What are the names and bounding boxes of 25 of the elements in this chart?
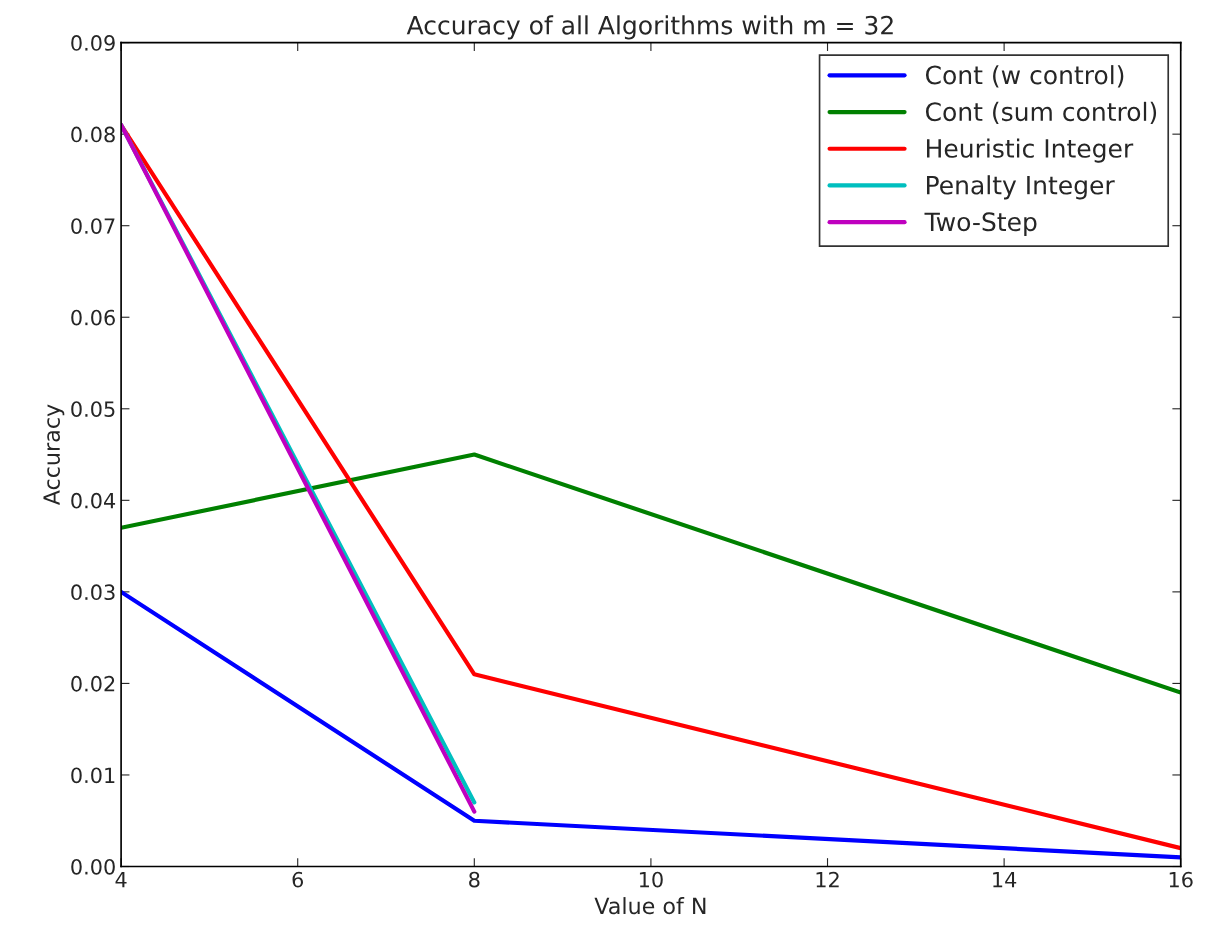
x-tick-label: 12 xyxy=(816,871,839,888)
legend-label: Cont (sum control) xyxy=(925,101,1157,125)
y-tick-label: 0.05 xyxy=(71,401,115,417)
x-tick-label: 6 xyxy=(292,871,304,888)
chart-title: Accuracy of all Algorithms with m = 32 xyxy=(406,15,893,40)
legend-label: Cont (w control) xyxy=(925,65,1124,88)
legend-label: Two-Step xyxy=(924,212,1037,237)
y-axis-title: Accuracy xyxy=(43,404,65,506)
x-tick-label: 4 xyxy=(115,872,127,888)
y-tick-label: 0.06 xyxy=(71,309,115,326)
y-tick-label: 0.04 xyxy=(71,492,116,509)
y-tick-label: 0.07 xyxy=(71,218,115,234)
y-tick-label: 0.00 xyxy=(71,858,115,875)
y-tick-label: 0.02 xyxy=(71,675,115,692)
y-tick-label: 0.03 xyxy=(71,584,115,601)
y-tick-label: 0.08 xyxy=(71,126,115,143)
y-tick-label: 0.01 xyxy=(71,767,115,784)
x-tick-label: 14 xyxy=(993,872,1017,888)
x-tick-label: 16 xyxy=(1169,871,1193,888)
x-axis-title: Value of N xyxy=(594,897,706,915)
legend-label: Heuristic Integer xyxy=(927,138,1134,163)
x-tick-label: 10 xyxy=(639,871,663,888)
x-tick-label: 8 xyxy=(469,871,480,888)
y-tick-label: 0.09 xyxy=(71,35,115,51)
legend-label: Penalty Integer xyxy=(927,175,1115,200)
